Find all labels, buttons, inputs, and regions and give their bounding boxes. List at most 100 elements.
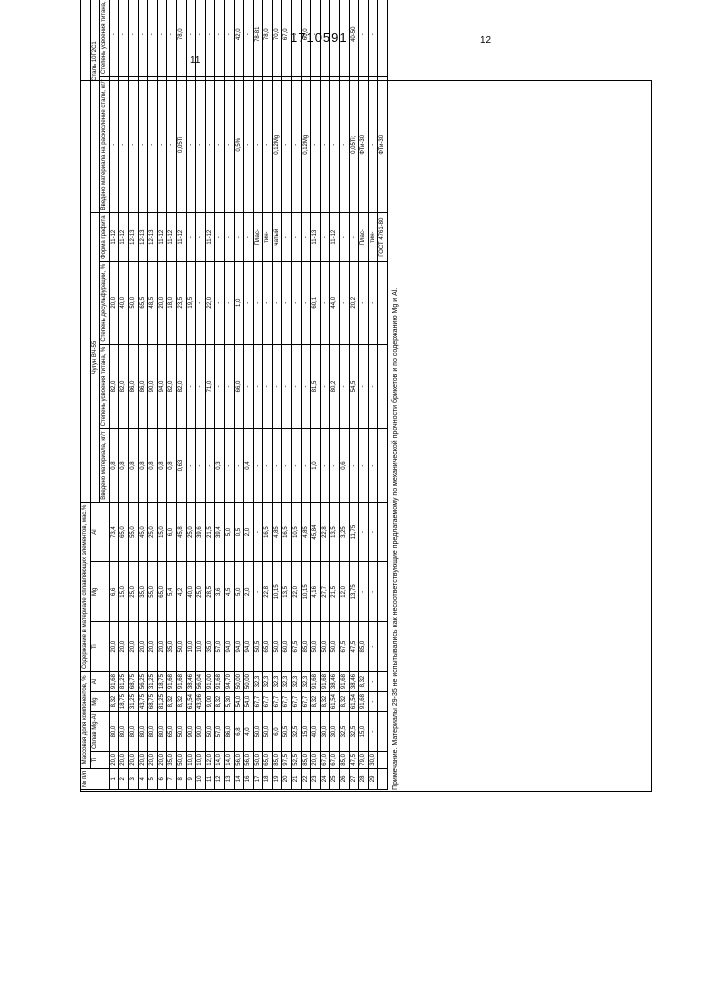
table-row: 735,065,08,3291,6835,05,46,00,882,018,01… [167, 0, 177, 790]
cell: 22,8 [320, 502, 330, 562]
cell: - [224, 77, 234, 213]
cell: 18,0 [167, 261, 177, 344]
cell: 91,00 [205, 672, 215, 692]
cell: 67,0 [282, 0, 292, 77]
cell: 23,5 [176, 261, 186, 344]
cell: - [244, 0, 254, 77]
cell: 25 [330, 768, 340, 789]
cell: - [186, 213, 196, 262]
cell: 47,5 [349, 622, 359, 672]
cell: 8,32 [109, 692, 119, 712]
grp-steel1: Сталь 10Г2С1 [90, 0, 100, 213]
cell: 20,0 [119, 622, 129, 672]
cell: 3 [128, 768, 138, 789]
cell: - [272, 429, 282, 502]
cell: 38,46 [186, 672, 196, 692]
cell: 45,0 [138, 502, 148, 562]
cell: - [320, 213, 330, 262]
table-row: 2467,030,08,3291,6850,027,722,8---------… [320, 0, 330, 790]
cell: 19,5 [186, 261, 196, 344]
cell: 20,0 [138, 752, 148, 769]
cell: 22,0 [205, 261, 215, 344]
cell: 0,4 [244, 429, 254, 502]
cell: - [292, 77, 302, 213]
cell: 0,63 [176, 429, 186, 502]
cell: 68,75 [148, 692, 158, 712]
cell: 44,0 [330, 261, 340, 344]
cell: 11-12 [119, 213, 129, 262]
c13: Введено материала на раскисление стали, … [100, 77, 110, 213]
cell: 15,0 [359, 712, 369, 752]
cell: 6,6 [109, 562, 119, 622]
cell: 20,0 [109, 622, 119, 672]
cell: 50,5 [253, 622, 263, 672]
c9: Введено материала, кг/т [100, 429, 110, 502]
cell: 18,75 [119, 692, 129, 712]
cell: 80,0 [138, 712, 148, 752]
table-row: 1865,050,067,732,365,022,816,5---тин--78… [263, 0, 273, 790]
cell: 10,0 [186, 622, 196, 672]
cell: - [253, 344, 263, 429]
cell: 15,0 [157, 502, 167, 562]
cell: - [272, 344, 282, 429]
cell [378, 712, 388, 752]
cell: 25,0 [186, 502, 196, 562]
cell: 91,68 [167, 672, 177, 692]
cell: 12,0 [205, 752, 215, 769]
cell: 56,0 [234, 752, 244, 769]
cell: 20,0 [311, 752, 321, 769]
table-row: 1656,04,054,050,0094,02,02,00,4---------… [244, 0, 254, 790]
cell: 32,3 [272, 672, 282, 692]
cell: 0,6 [340, 429, 350, 502]
cell: 39,4 [215, 502, 225, 562]
cell: 5 [148, 768, 158, 789]
cell: 91,68 [176, 672, 186, 692]
cell: 0,8 [148, 429, 158, 502]
cell: 57,0 [215, 712, 225, 752]
cell: - [368, 261, 378, 344]
table-row: 1456,06,854,050,0094,05,00,5-66,01,0-0,5… [234, 0, 244, 790]
grp-mass: Массовая доля компонентов, % [81, 672, 91, 769]
cell: 32,5 [349, 712, 359, 752]
cell: 35,0 [167, 752, 177, 769]
cell: 0,3 [215, 429, 225, 502]
table-row: 2285,015,067,732,385,010,154,85----0,12M… [301, 0, 311, 790]
cell: 65,0 [157, 562, 167, 622]
cell: 8,32 [340, 692, 350, 712]
table-row: ГОСТ 4761-80ФТи-30 [378, 0, 388, 790]
cell: - [368, 622, 378, 672]
cell: 20,0 [138, 622, 148, 672]
cell: 86,0 [138, 344, 148, 429]
cell: 67,0 [330, 752, 340, 769]
cell: - [263, 344, 273, 429]
cell: - [196, 213, 206, 262]
table-row: 2685,032,58,3291,6867,512,03,250,6-----0… [340, 0, 350, 790]
cell: тин- [263, 213, 273, 262]
cell: - [320, 261, 330, 344]
cell: 73,4 [109, 502, 119, 562]
cell: - [148, 0, 158, 77]
cell: 20,0 [128, 622, 138, 672]
cell: - [119, 77, 129, 213]
cell: 11-12 [205, 213, 215, 262]
cell: - [157, 0, 167, 77]
cell: 8,32 [320, 692, 330, 712]
cell: 10 [196, 768, 206, 789]
cell: 56,25 [138, 672, 148, 692]
cell: 39,6 [196, 502, 206, 562]
cell: 1,0 [311, 429, 321, 502]
cell: 67,7 [272, 692, 282, 712]
c8: Al [90, 502, 109, 562]
cell: 54,5 [349, 344, 359, 429]
cell: 71,0 [205, 344, 215, 429]
cell: 91,68 [109, 672, 119, 692]
cell [378, 672, 388, 692]
cell: 40,0 [119, 261, 129, 344]
cell: 13,75 [349, 562, 359, 622]
cell [378, 344, 388, 429]
cell: - [138, 77, 148, 213]
cell: 32,5 [340, 712, 350, 752]
cell: 66,0 [234, 344, 244, 429]
cell: - [368, 344, 378, 429]
cell: 50,0 [253, 752, 263, 769]
